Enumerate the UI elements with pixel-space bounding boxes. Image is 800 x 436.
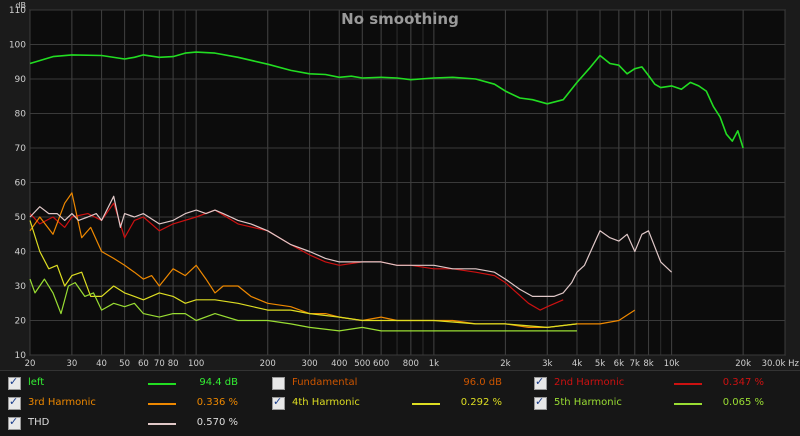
chart-title: No smoothing bbox=[341, 10, 459, 28]
legend-item-4th-harmonic: 4th Harmonic 0.292 % bbox=[272, 394, 522, 414]
x-tick-label: 200 bbox=[260, 359, 276, 369]
y-tick-label: 20 bbox=[15, 317, 27, 327]
x-tick-label: 40 bbox=[96, 359, 107, 369]
x-tick-label: 800 bbox=[403, 359, 419, 369]
legend-value: 0.065 % bbox=[722, 397, 764, 408]
legend-item-thd: THD 0.570 % bbox=[8, 414, 258, 434]
y-tick-label: 110 bbox=[9, 6, 26, 16]
legend-panel: left 94.4 dB Fundamental 96.0 dB 2nd Harmoni… bbox=[0, 370, 800, 436]
x-tick-label: 70 bbox=[154, 359, 165, 369]
y-tick-label: 60 bbox=[15, 179, 27, 189]
y-tick-label: 30 bbox=[15, 282, 27, 292]
x-tick-label: 50 bbox=[119, 359, 130, 369]
legend-checkbox-4th-harmonic[interactable] bbox=[272, 395, 285, 410]
y-axis-label: dB bbox=[15, 1, 26, 10]
x-tick-label: 3k bbox=[542, 359, 552, 369]
legend-swatch bbox=[674, 383, 702, 385]
x-tick-label: 8k bbox=[643, 359, 653, 369]
legend-checkbox-fundamental[interactable] bbox=[272, 377, 285, 390]
legend-swatch bbox=[148, 383, 176, 385]
legend-swatch bbox=[412, 403, 440, 405]
y-tick-label: 90 bbox=[15, 75, 27, 85]
x-tick-label: 30 bbox=[66, 359, 77, 369]
x-tick-label: 60 bbox=[138, 359, 149, 369]
x-tick-label: 5k bbox=[595, 359, 605, 369]
y-tick-label: 10 bbox=[15, 351, 27, 361]
legend-label: 4th Harmonic bbox=[292, 397, 360, 408]
x-tick-label: 4k bbox=[572, 359, 582, 369]
x-tick-label: 80 bbox=[168, 359, 179, 369]
legend-checkbox-thd[interactable] bbox=[8, 415, 21, 430]
legend-checkbox-2nd-harmonic[interactable] bbox=[534, 375, 547, 390]
legend-swatch bbox=[148, 423, 176, 425]
legend-label: left bbox=[28, 377, 45, 388]
x-tick-label: 2k bbox=[500, 359, 510, 369]
x-tick-label: 400 bbox=[331, 359, 347, 369]
legend-checkbox-5th-harmonic[interactable] bbox=[534, 395, 547, 410]
legend-swatch bbox=[674, 403, 702, 405]
series-line-4th-harmonic bbox=[29, 220, 578, 328]
x-tick-label: 20k bbox=[735, 359, 751, 369]
x-tick-label: 600 bbox=[373, 359, 389, 369]
legend-label: 5th Harmonic bbox=[554, 397, 622, 408]
legend-label: 3rd Harmonic bbox=[28, 397, 96, 408]
series-line-left bbox=[29, 51, 744, 149]
legend-swatch bbox=[148, 403, 176, 405]
legend-item-5th-harmonic: 5th Harmonic 0.065 % bbox=[534, 394, 784, 414]
y-tick-label: 40 bbox=[15, 248, 27, 258]
y-tick-label: 80 bbox=[15, 110, 27, 120]
x-tick-label: 300 bbox=[301, 359, 317, 369]
legend-label: Fundamental bbox=[292, 377, 358, 388]
x-tick-label: 6k bbox=[614, 359, 624, 369]
legend-value: 0.570 % bbox=[196, 417, 238, 428]
series-line-thd bbox=[29, 195, 673, 297]
legend-item-2nd-harmonic: 2nd Harmonic 0.347 % bbox=[534, 374, 784, 394]
x-tick-label: 1k bbox=[429, 359, 439, 369]
legend-value: 96.0 dB bbox=[463, 377, 502, 388]
legend-label: 2nd Harmonic bbox=[554, 377, 625, 388]
legend-value: 0.292 % bbox=[460, 397, 502, 408]
y-tick-label: 50 bbox=[15, 213, 27, 223]
legend-value: 0.347 % bbox=[722, 377, 764, 388]
legend-checkbox-left[interactable] bbox=[8, 375, 21, 390]
x-tick-label: 20 bbox=[25, 359, 36, 369]
legend-label: THD bbox=[28, 417, 50, 428]
legend-item-3rd-harmonic: 3rd Harmonic 0.336 % bbox=[8, 394, 258, 414]
x-tick-label: 100 bbox=[188, 359, 204, 369]
legend-checkbox-3rd-harmonic[interactable] bbox=[8, 395, 21, 410]
x-tick-label: 10k bbox=[664, 359, 680, 369]
legend-value: 94.4 dB bbox=[199, 377, 238, 388]
x-tick-label: 30.0k Hz bbox=[762, 359, 800, 369]
series-line-5th-harmonic bbox=[29, 278, 577, 332]
y-tick-label: 70 bbox=[15, 144, 27, 154]
x-tick-label: 500 bbox=[354, 359, 370, 369]
legend-item-fundamental: Fundamental 96.0 dB bbox=[272, 374, 522, 394]
legend-item-left: left 94.4 dB bbox=[8, 374, 258, 394]
legend-value: 0.336 % bbox=[196, 397, 238, 408]
x-tick-label: 7k bbox=[630, 359, 640, 369]
y-tick-label: 100 bbox=[9, 41, 26, 51]
